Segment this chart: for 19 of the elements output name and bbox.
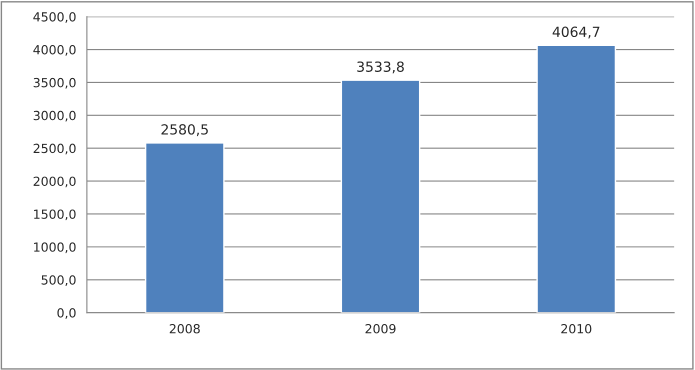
bar <box>536 44 616 313</box>
x-tick-label: 2009 <box>366 324 396 334</box>
bar <box>144 142 225 313</box>
y-tick-label: 1500,0 <box>34 209 76 220</box>
data-label: 2580,5 <box>161 124 208 136</box>
y-tick-label: 3000,0 <box>34 110 76 122</box>
x-tick-label: 2010 <box>561 324 592 334</box>
data-label: 4064,7 <box>552 26 600 38</box>
y-tick-label: 4500,0 <box>33 12 76 23</box>
y-tick-label: 2500,0 <box>34 144 76 154</box>
bar <box>340 80 420 313</box>
y-tick-label: 3500,0 <box>34 78 76 89</box>
y-tick-label: 500,0 <box>42 275 76 286</box>
y-tick-label: 2000,0 <box>34 176 76 188</box>
x-tick-label: 2008 <box>170 324 200 334</box>
data-label: 3533,8 <box>357 61 404 74</box>
y-tick-label: 0,0 <box>57 308 76 319</box>
y-tick-label: 4000,0 <box>33 45 76 56</box>
y-tick-label: 1000,0 <box>34 242 76 254</box>
